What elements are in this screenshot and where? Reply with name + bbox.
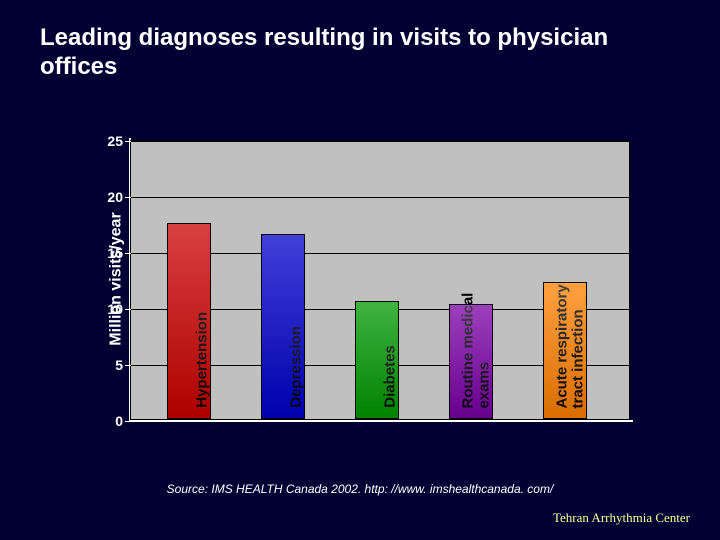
- bar: Acute respiratorytract infection: [543, 282, 587, 419]
- bar-label: Diabetes: [382, 345, 398, 410]
- page-title: Leading diagnoses resulting in visits to…: [0, 0, 720, 92]
- y-tick-mark: [125, 253, 131, 254]
- bar: Hypertension: [167, 223, 211, 419]
- bar: Diabetes: [355, 301, 399, 419]
- y-tick-mark: [125, 141, 131, 142]
- source-citation: Source: IMS HEALTH Canada 2002. http: //…: [0, 482, 720, 496]
- gridline: [131, 141, 629, 142]
- bar-label: Acute respiratorytract infection: [555, 284, 587, 410]
- bar-label: Depression: [288, 326, 304, 410]
- footer-credit: Tehran Arrhythmia Center: [553, 510, 690, 526]
- y-tick-mark: [125, 309, 131, 310]
- chart: Million visits/year 0510152025Hypertensi…: [80, 140, 640, 450]
- plot-area: 0510152025HypertensionDepressionDiabetes…: [130, 140, 630, 420]
- gridline: [131, 197, 629, 198]
- bar-label: Hypertension: [194, 312, 210, 410]
- y-tick-mark: [125, 421, 131, 422]
- bar: Depression: [261, 234, 305, 419]
- y-tick-mark: [125, 365, 131, 366]
- y-tick-mark: [125, 197, 131, 198]
- bar-label: Routine medicalexams: [461, 292, 493, 410]
- x-axis: [129, 420, 633, 422]
- y-axis-label: Million visits/year: [108, 212, 126, 345]
- bar: Routine medicalexams: [449, 304, 493, 419]
